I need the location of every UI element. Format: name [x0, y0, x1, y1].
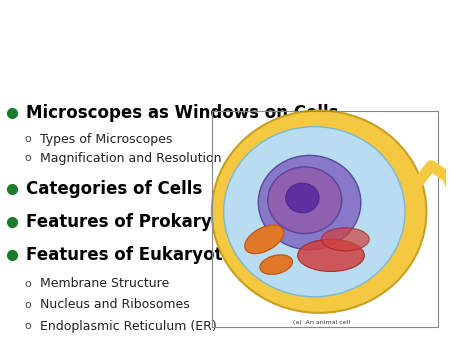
Ellipse shape	[258, 155, 361, 250]
Text: Features of Eukaryotic  Cells: Features of Eukaryotic Cells	[26, 246, 294, 264]
Text: Features of Prokaryotic  Cells: Features of Prokaryotic Cells	[26, 213, 303, 231]
Text: o: o	[25, 279, 32, 289]
Text: o: o	[25, 134, 32, 144]
Text: Endoplasmic Reticulum (ER): Endoplasmic Reticulum (ER)	[40, 320, 217, 333]
Text: Nucleus and Ribosomes: Nucleus and Ribosomes	[40, 298, 190, 311]
Text: Microscopes as Windows on Cells: Microscopes as Windows on Cells	[26, 104, 338, 122]
Ellipse shape	[245, 225, 284, 254]
Ellipse shape	[212, 111, 427, 313]
Ellipse shape	[321, 228, 369, 251]
Ellipse shape	[268, 167, 342, 234]
Text: o: o	[25, 300, 32, 310]
Text: Categories of Cells: Categories of Cells	[26, 180, 202, 198]
Ellipse shape	[260, 255, 292, 274]
Text: A Tour of the Cell, Part I: A Tour of the Cell, Part I	[18, 25, 337, 49]
Ellipse shape	[224, 127, 405, 297]
Text: Types of Microscopes: Types of Microscopes	[40, 133, 173, 146]
Ellipse shape	[286, 183, 319, 213]
Ellipse shape	[297, 239, 364, 271]
Text: Magnification and Resolution: Magnification and Resolution	[40, 152, 222, 165]
Text: Membrane Structure: Membrane Structure	[40, 277, 170, 290]
Text: o: o	[25, 153, 32, 163]
Text: CHAPTER 4: CHAPTER 4	[18, 69, 166, 93]
Text: o: o	[25, 321, 32, 331]
Text: (a)  An animal cell: (a) An animal cell	[293, 320, 350, 325]
